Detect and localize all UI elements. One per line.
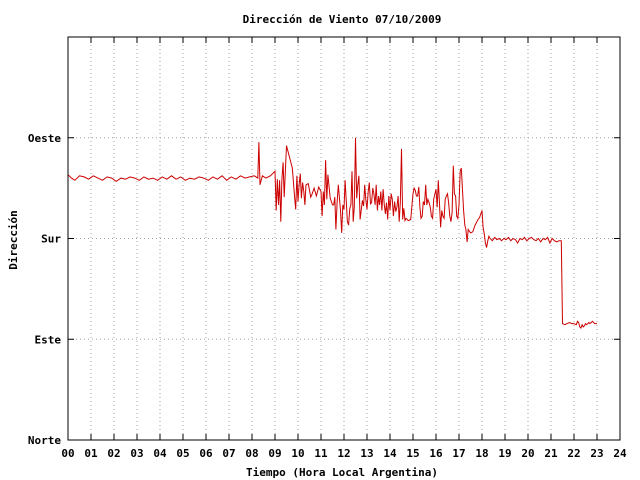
x-tick-label: 07 — [222, 447, 235, 460]
x-tick-label: 14 — [383, 447, 397, 460]
x-tick-label: 12 — [337, 447, 350, 460]
x-tick-label: 02 — [107, 447, 120, 460]
y-tick-label: Sur — [41, 233, 61, 246]
x-tick-label: 09 — [268, 447, 281, 460]
x-tick-label: 08 — [245, 447, 258, 460]
x-tick-label: 23 — [590, 447, 603, 460]
y-tick-label: Este — [35, 333, 62, 346]
series-line — [67, 137, 597, 330]
x-tick-label: 13 — [360, 447, 373, 460]
grid-lines — [68, 37, 620, 440]
x-tick-label: 06 — [199, 447, 213, 460]
chart-title: Dirección de Viento 07/10/2009 — [243, 13, 442, 26]
y-tick-label: Norte — [28, 434, 61, 447]
x-tick-label: 15 — [406, 447, 419, 460]
x-tick-label: 22 — [567, 447, 580, 460]
y-tick-labels: Norte Este Sur Oeste — [28, 132, 61, 447]
y-tick-label: Oeste — [28, 132, 61, 145]
x-tick-label: 16 — [429, 447, 443, 460]
x-tick-label: 21 — [544, 447, 558, 460]
x-tick-label: 01 — [84, 447, 98, 460]
x-axis-label: Tiempo (Hora Local Argentina) — [246, 466, 438, 479]
x-tick-label: 05 — [176, 447, 189, 460]
x-tick-labels: 00 01 02 03 04 05 06 07 08 09 10 11 12 13 14 15 16 17 18 19… — [61, 447, 627, 460]
y-axis-label: Dirección — [7, 210, 20, 270]
x-tick-label: 20 — [521, 447, 534, 460]
x-tick-label: 11 — [314, 447, 328, 460]
x-tick-label: 03 — [130, 447, 143, 460]
tick-marks — [68, 37, 620, 440]
x-tick-label: 04 — [153, 447, 167, 460]
x-tick-label: 17 — [452, 447, 465, 460]
plot-frame — [67, 36, 621, 441]
x-tick-label: 18 — [475, 447, 488, 460]
x-tick-label: 00 — [61, 447, 74, 460]
x-tick-label: 24 — [613, 447, 627, 460]
x-tick-label: 19 — [498, 447, 511, 460]
x-tick-label: 10 — [291, 447, 304, 460]
